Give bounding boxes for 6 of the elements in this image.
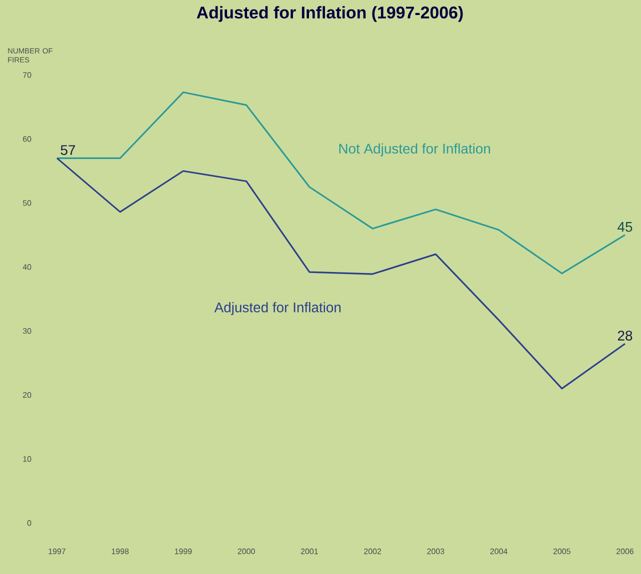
chart-title: Adjusted for Inflation (1997-2006): [196, 6, 463, 22]
data-label: 45: [618, 222, 632, 232]
data-label: 57: [60, 145, 76, 155]
text: Not Adjusted for Inflation: [339, 143, 490, 156]
data-label: 28: [618, 330, 632, 341]
text: Adjusted for Inflation: [214, 302, 341, 316]
